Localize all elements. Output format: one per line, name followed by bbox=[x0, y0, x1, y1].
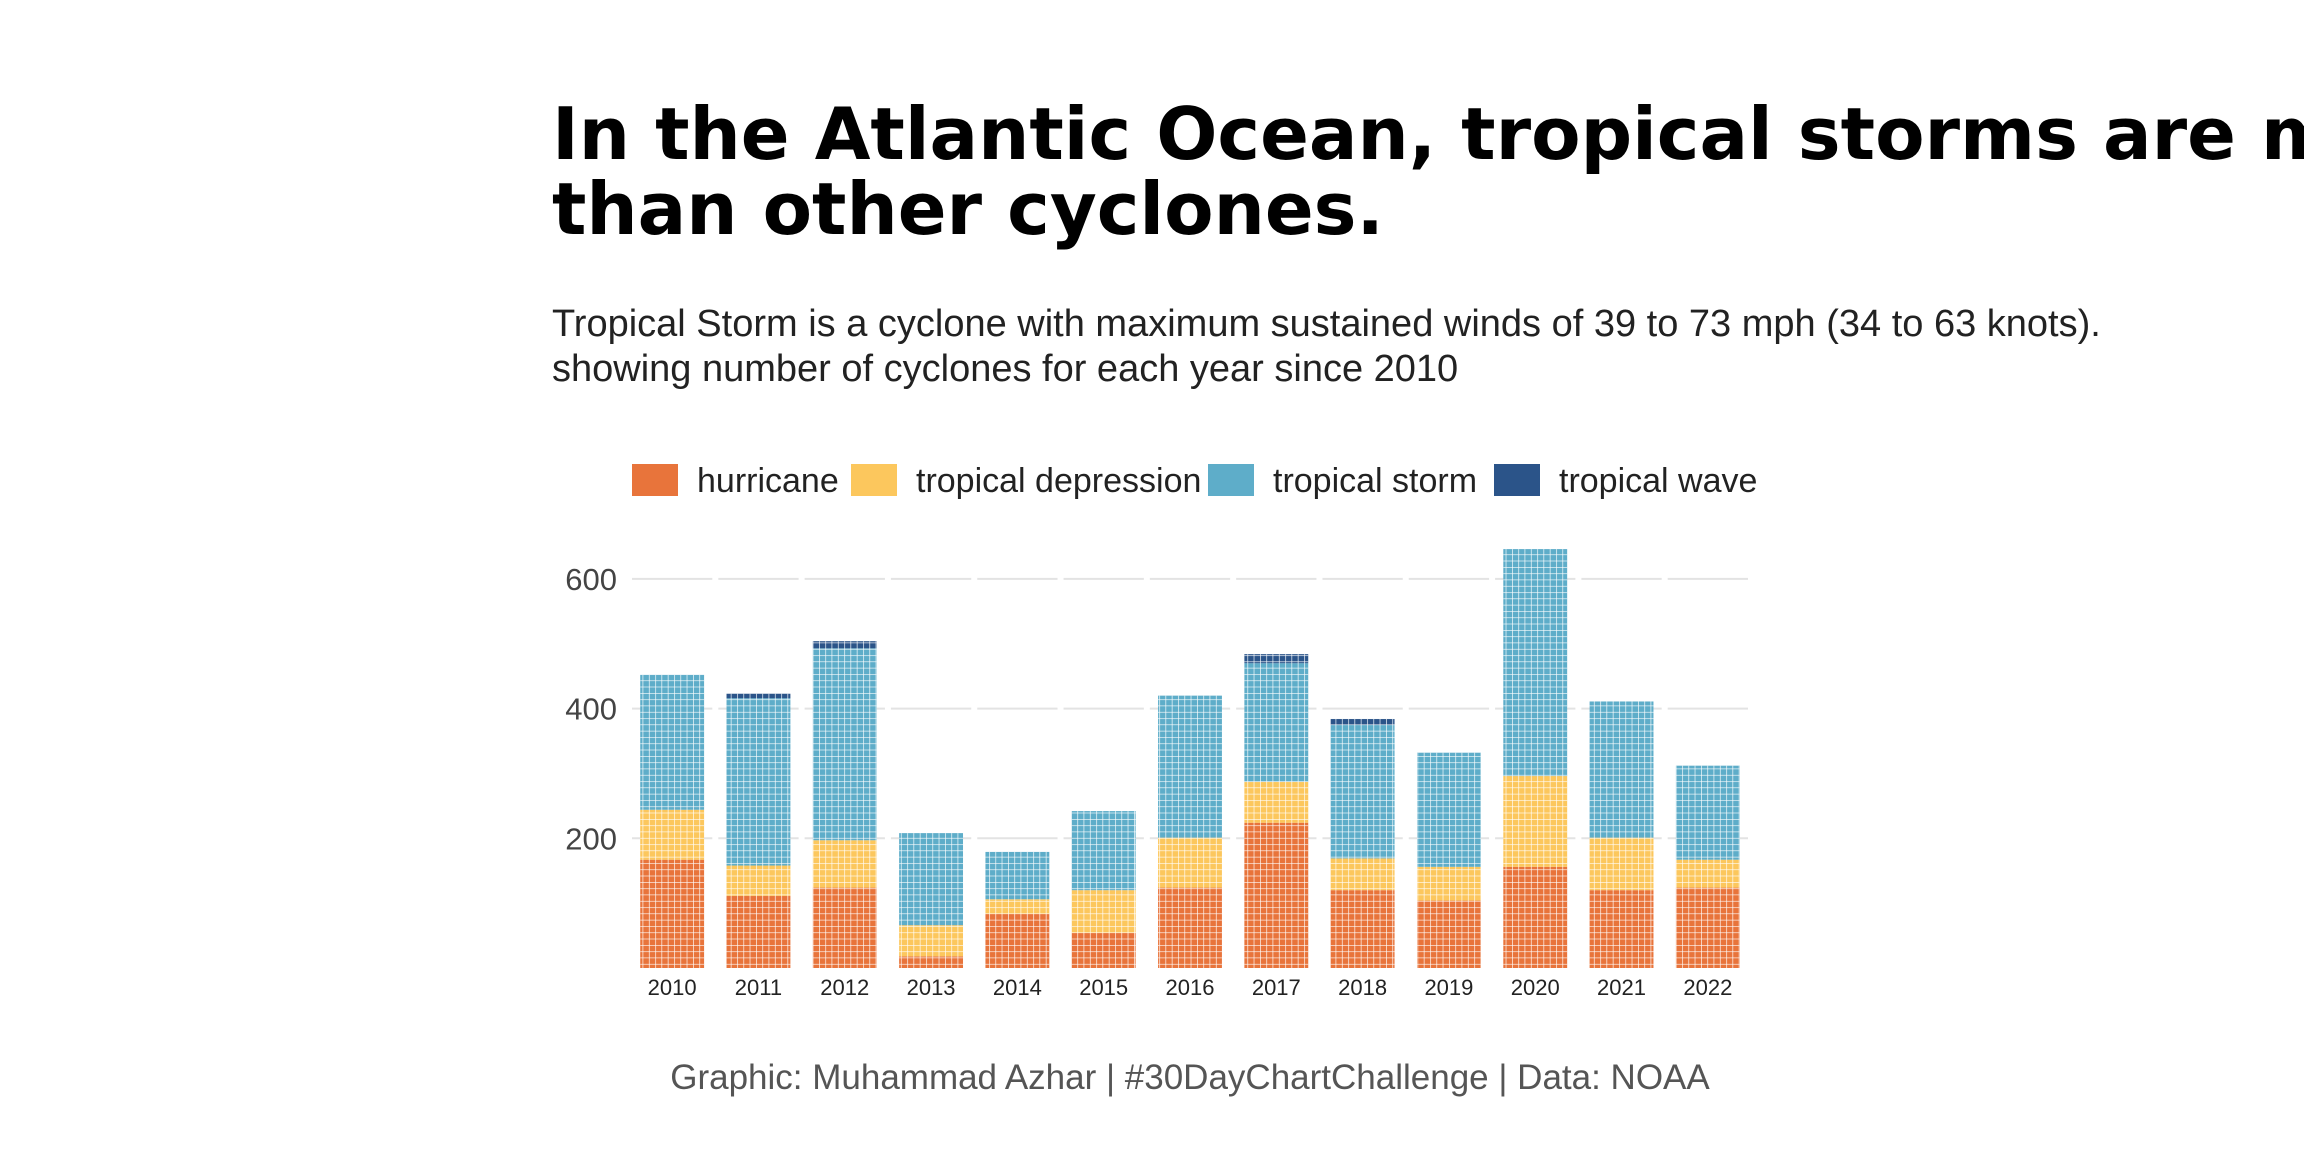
legend-swatch bbox=[632, 464, 678, 496]
x-tick-label: 2019 bbox=[1424, 975, 1473, 1000]
waffle-texture bbox=[985, 851, 1050, 968]
legend-swatch bbox=[1208, 464, 1254, 496]
waffle-texture bbox=[726, 693, 791, 968]
x-tick-label: 2015 bbox=[1079, 975, 1128, 1000]
y-tick-label: 600 bbox=[565, 562, 617, 597]
x-tick-label: 2020 bbox=[1511, 975, 1560, 1000]
x-tick-label: 2012 bbox=[820, 975, 869, 1000]
plot-area: hurricane tropical depression tropical sto… bbox=[565, 462, 1757, 1000]
x-tick-label: 2016 bbox=[1166, 975, 1215, 1000]
legend-label: hurricane bbox=[697, 462, 839, 500]
waffle-texture bbox=[1330, 718, 1395, 968]
chart-title: In the Atlantic Ocean, tropical storms a… bbox=[552, 92, 2304, 176]
legend-label: tropical storm bbox=[1273, 462, 1477, 500]
x-tick-label: 2011 bbox=[735, 975, 782, 1000]
caption: Graphic: Muhammad Azhar | #30DayChartCha… bbox=[670, 1058, 1710, 1097]
chart-title: than other cyclones. bbox=[552, 167, 1384, 251]
legend-label: tropical depression bbox=[916, 462, 1201, 500]
x-tick-label: 2013 bbox=[907, 975, 956, 1000]
legend-swatch bbox=[851, 464, 897, 496]
legend-label: tropical wave bbox=[1559, 462, 1757, 500]
y-tick-label: 400 bbox=[565, 692, 617, 727]
x-tick-label: 2017 bbox=[1252, 975, 1301, 1000]
x-tick-label: 2010 bbox=[648, 975, 697, 1000]
waffle-texture bbox=[1244, 654, 1309, 968]
legend-swatch bbox=[1494, 464, 1540, 496]
waffle-texture bbox=[1675, 765, 1740, 968]
subtitle: Tropical Storm is a cyclone with maximum… bbox=[552, 303, 2101, 345]
x-tick-label: 2014 bbox=[993, 975, 1042, 1000]
waffle-texture bbox=[1158, 695, 1222, 968]
y-tick-label: 200 bbox=[565, 821, 617, 856]
x-tick-label: 2018 bbox=[1338, 975, 1387, 1000]
waffle-texture bbox=[1416, 752, 1481, 968]
waffle-texture bbox=[1503, 549, 1568, 968]
waffle-texture bbox=[640, 674, 705, 968]
waffle-texture bbox=[899, 833, 964, 968]
waffle-texture bbox=[1071, 811, 1136, 968]
subtitle: showing number of cyclones for each year… bbox=[552, 348, 1458, 390]
waffle-texture bbox=[812, 641, 877, 968]
x-tick-label: 2021 bbox=[1597, 975, 1646, 1000]
x-tick-label: 2022 bbox=[1683, 975, 1732, 1000]
waffle-texture bbox=[1589, 701, 1654, 968]
